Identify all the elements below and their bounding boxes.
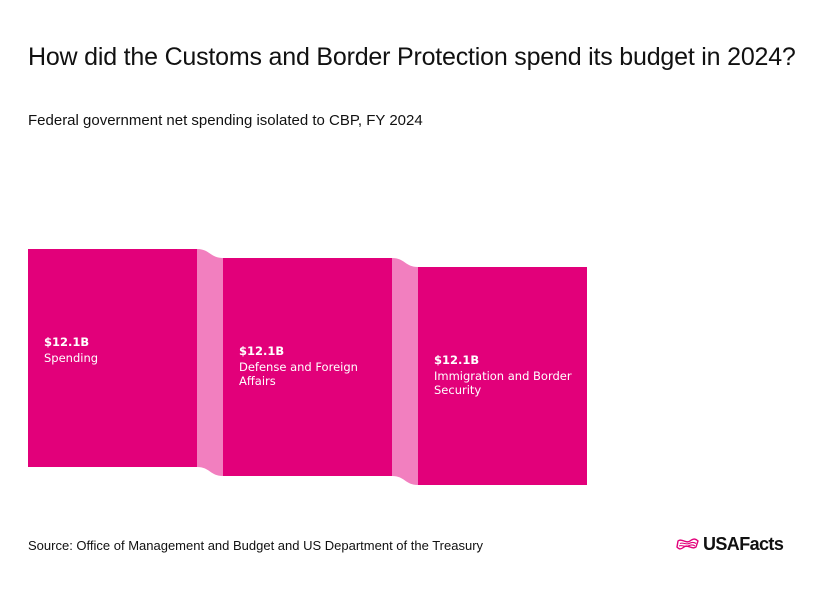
node-value-label-spending: $12.1B bbox=[44, 335, 89, 349]
node-value-label-defense: $12.1B bbox=[239, 344, 284, 358]
sankey-link-spending-defense bbox=[197, 249, 223, 476]
node-label-spending: Spending bbox=[44, 351, 98, 365]
sankey-node-defense bbox=[223, 258, 392, 476]
logo-text: USAFacts bbox=[703, 534, 784, 554]
node-label-immigration: Immigration and Border Security bbox=[434, 369, 572, 397]
sankey-node-spending bbox=[28, 249, 197, 467]
sankey-link-defense-immigration bbox=[392, 258, 418, 485]
chart-subtitle: Federal government net spending isolated… bbox=[28, 112, 423, 129]
node-value-label-immigration: $12.1B bbox=[434, 353, 479, 367]
usafacts-logo: USAFacts bbox=[676, 534, 784, 555]
flag-icon bbox=[676, 537, 699, 550]
node-label-defense: Defense and Foreign Affairs bbox=[239, 360, 358, 388]
chart-title: How did the Customs and Border Protectio… bbox=[28, 43, 796, 71]
sankey-node-immigration bbox=[418, 267, 587, 485]
source-note: Source: Office of Management and Budget … bbox=[28, 538, 484, 553]
